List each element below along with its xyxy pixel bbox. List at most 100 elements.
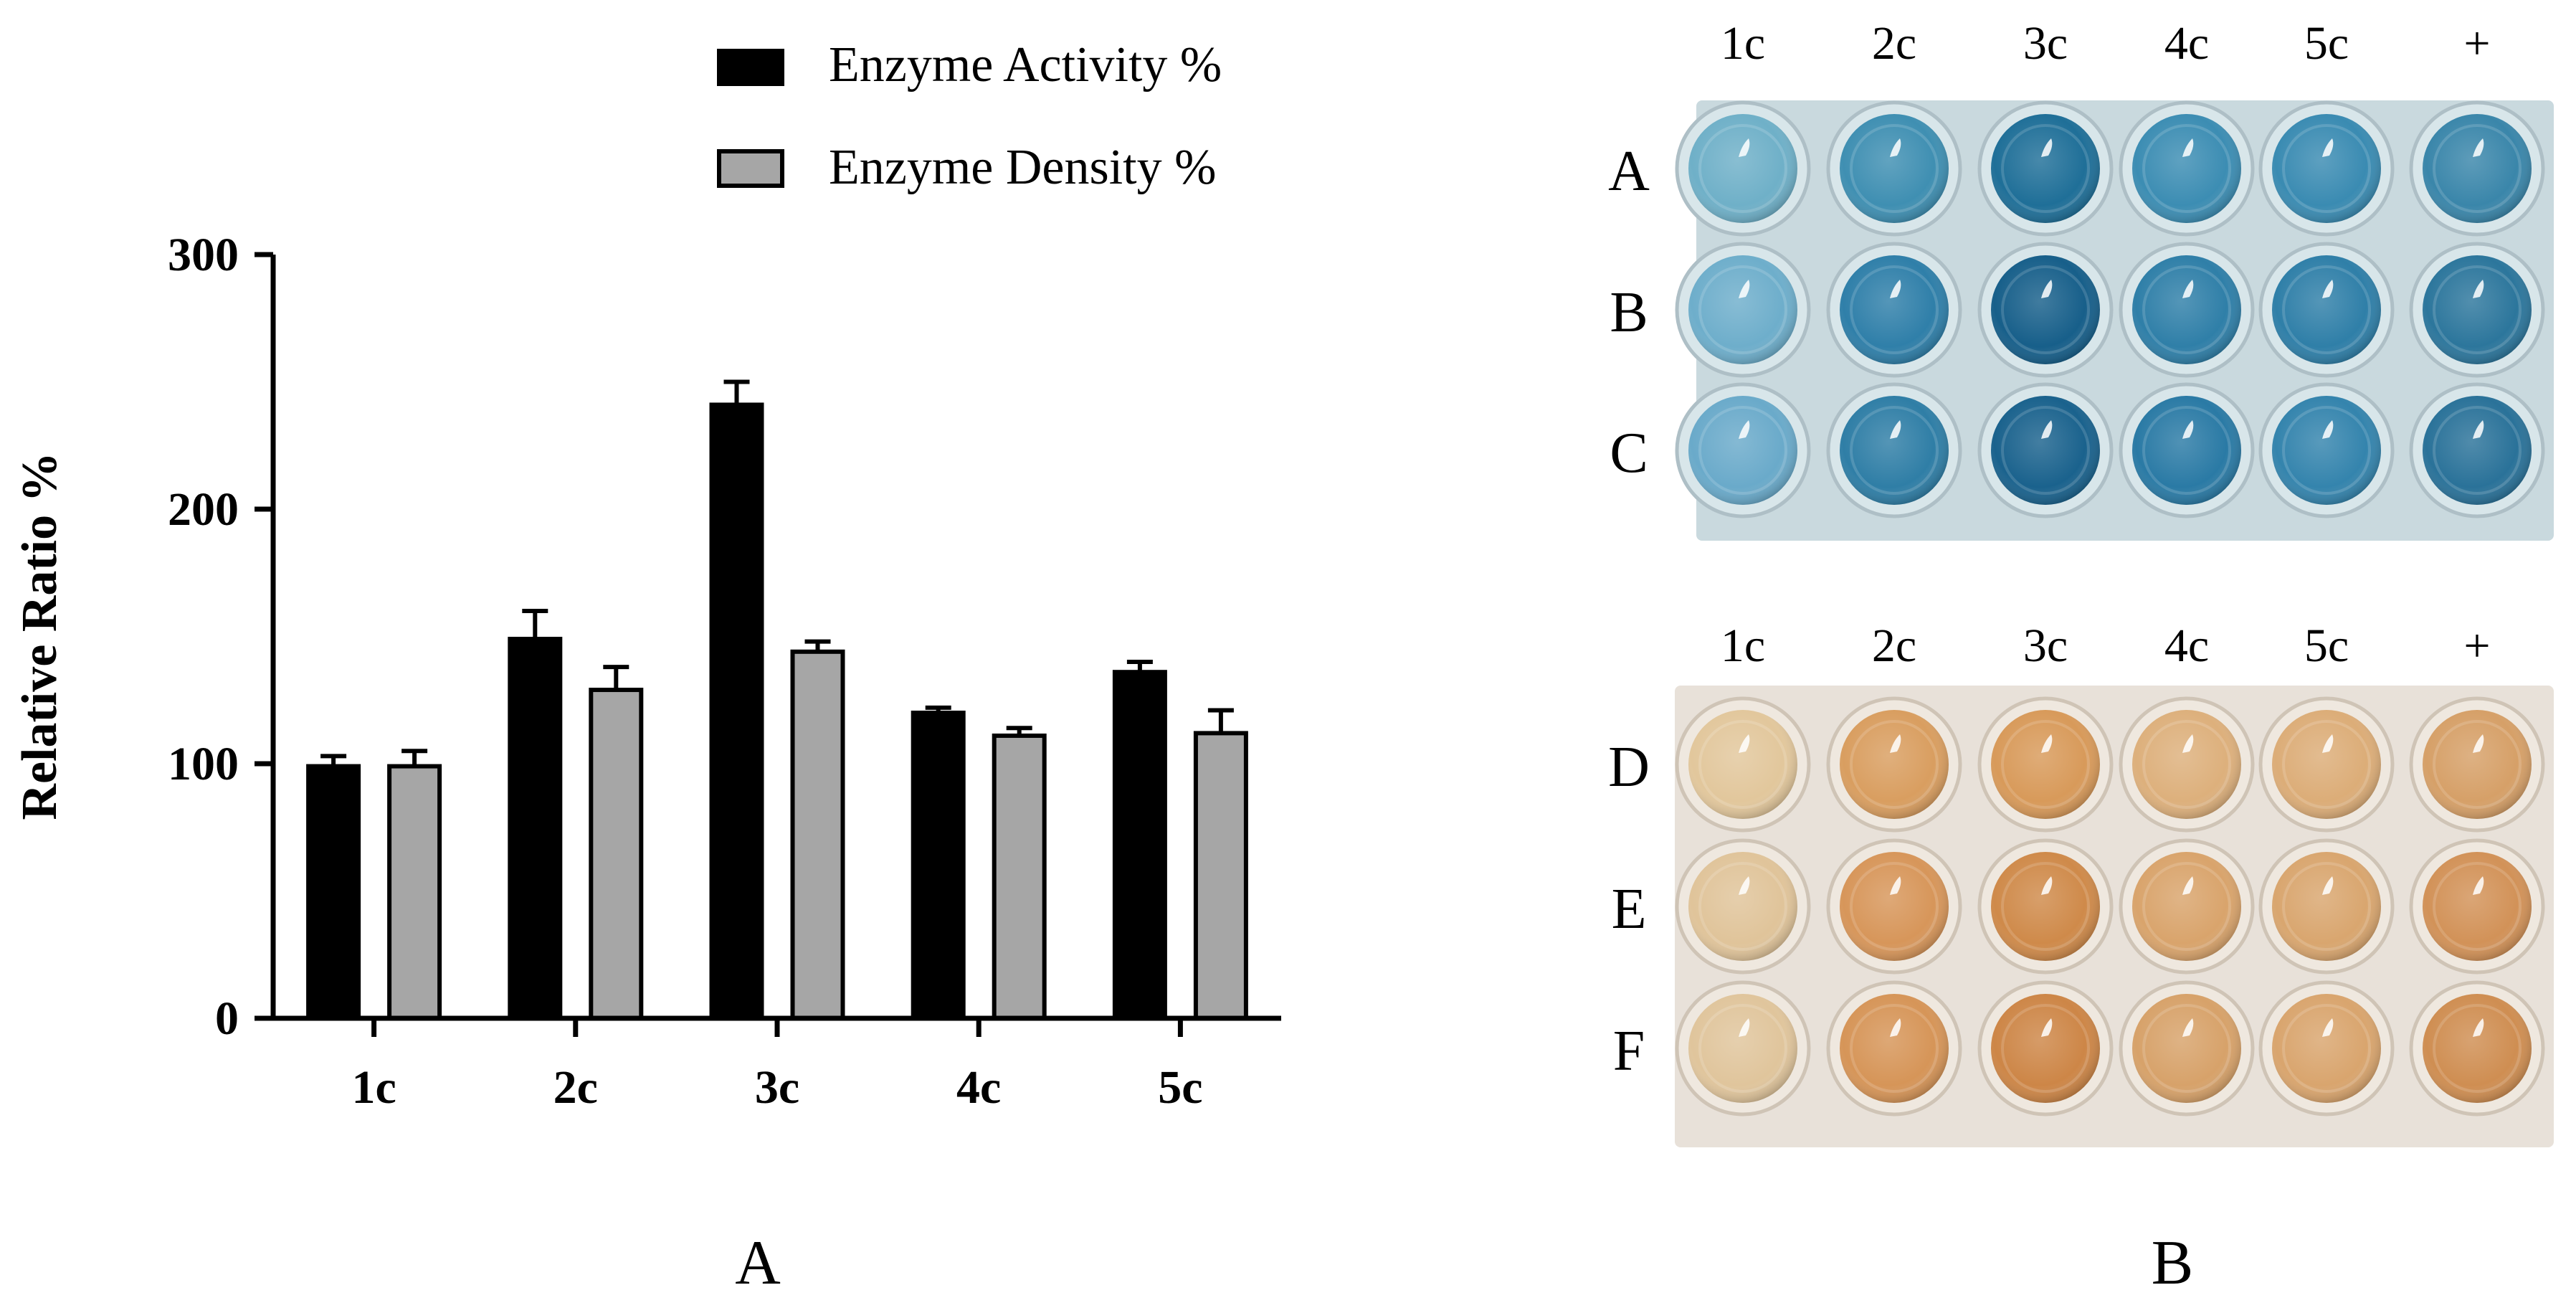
plate-row-label: F xyxy=(1613,1020,1645,1083)
well-glare xyxy=(2322,734,2334,753)
well-shading xyxy=(2132,852,2241,961)
well-glare xyxy=(2473,138,2484,157)
bar-density-3c xyxy=(790,649,845,1020)
well-inner-ring xyxy=(1850,720,1939,809)
well-glare xyxy=(2182,1018,2194,1037)
well-inner-ring xyxy=(2001,406,2090,495)
well-shading xyxy=(2132,994,2241,1103)
well-inner-ring xyxy=(2433,720,2522,809)
well-glare xyxy=(2473,1018,2484,1037)
plate-row-label: A xyxy=(1608,140,1650,203)
well-glare xyxy=(2041,280,2053,298)
well-shading xyxy=(1840,114,1949,223)
well-glare xyxy=(2322,876,2334,895)
well-glare xyxy=(2473,420,2484,439)
well-glare xyxy=(2041,138,2053,157)
bar-activity-1c xyxy=(306,764,361,1021)
well-shading xyxy=(1840,255,1949,364)
well-shading xyxy=(2423,255,2532,364)
well-inner-ring xyxy=(2001,124,2090,213)
well-inner-ring xyxy=(2433,1004,2522,1093)
well-shading xyxy=(1991,994,2100,1103)
legend-label-enzyme-activity: Enzyme Activity % xyxy=(829,37,1222,93)
well-shading xyxy=(1991,396,2100,505)
well-shading xyxy=(2423,114,2532,223)
well-glare xyxy=(1739,734,1750,753)
well-inner-ring xyxy=(2282,124,2371,213)
bar-density-5c xyxy=(1193,731,1248,1021)
well-inner-ring xyxy=(1850,862,1939,951)
well-shading xyxy=(2423,396,2532,505)
well-glare xyxy=(2322,138,2334,157)
well-inner-ring xyxy=(2433,265,2522,354)
y-tick-label: 100 xyxy=(168,738,239,790)
well-glare xyxy=(2473,876,2484,895)
plate-column-header: 3c xyxy=(2023,17,2068,70)
well-shading xyxy=(1991,255,2100,364)
well-inner-ring xyxy=(2001,720,2090,809)
well-shading xyxy=(1688,852,1797,961)
well-glare xyxy=(1890,420,1901,439)
well-inner-ring xyxy=(2282,406,2371,495)
bar-density-1c xyxy=(387,764,442,1021)
well-inner-ring xyxy=(1850,124,1939,213)
bar-activity-3c xyxy=(709,402,764,1020)
well-shading xyxy=(1688,994,1797,1103)
well-inner-ring xyxy=(1698,862,1787,951)
legend: Enzyme Activity % Enzyme Density % xyxy=(717,37,1222,195)
well-glare xyxy=(1890,734,1901,753)
plate-row-label: E xyxy=(1612,878,1647,941)
well-glare xyxy=(2322,1018,2334,1037)
well-inner-ring xyxy=(2142,124,2231,213)
y-tick-label: 300 xyxy=(168,229,239,281)
plate-column-header: 1c xyxy=(1721,17,1765,70)
well-glare xyxy=(1739,138,1750,157)
well-shading xyxy=(1688,114,1797,223)
well-shading xyxy=(2132,255,2241,364)
well-shading xyxy=(2423,852,2532,961)
well-glare xyxy=(1739,280,1750,298)
x-tick-label: 4c xyxy=(956,1061,1001,1114)
well-inner-ring xyxy=(1850,1004,1939,1093)
well-shading xyxy=(2272,255,2381,364)
well-glare xyxy=(2041,420,2053,439)
well-shading xyxy=(2272,852,2381,961)
well-glare xyxy=(1890,1018,1901,1037)
plate-column-header: 5c xyxy=(2304,620,2349,672)
well-inner-ring xyxy=(2142,265,2231,354)
well-shading xyxy=(2272,396,2381,505)
plate-column-header: + xyxy=(2463,620,2490,672)
well-glare xyxy=(2322,420,2334,439)
well-inner-ring xyxy=(2001,265,2090,354)
plate-row-label: B xyxy=(1610,281,1648,344)
well-glare xyxy=(2182,420,2194,439)
x-tick-label: 3c xyxy=(755,1061,799,1114)
well-inner-ring xyxy=(2282,720,2371,809)
x-tick-label: 2c xyxy=(553,1061,598,1114)
y-tick-label: 0 xyxy=(215,992,239,1045)
well-shading xyxy=(2272,710,2381,819)
well-shading xyxy=(2272,994,2381,1103)
well-shading xyxy=(1840,994,1949,1103)
well-inner-ring xyxy=(2142,862,2231,951)
y-tick-label: 200 xyxy=(168,483,239,536)
well-shading xyxy=(2423,994,2532,1103)
x-tick-label: 1c xyxy=(351,1061,396,1114)
plate-column-header: 2c xyxy=(1872,17,1916,70)
well-shading xyxy=(2272,114,2381,223)
well-shading xyxy=(1840,852,1949,961)
well-inner-ring xyxy=(2282,265,2371,354)
well-inner-ring xyxy=(1698,1004,1787,1093)
plate-column-header: 2c xyxy=(1872,620,1916,672)
well-shading xyxy=(1991,852,2100,961)
plate-column-header: 4c xyxy=(2164,620,2209,672)
plate-row-label: C xyxy=(1610,422,1648,485)
well-glare xyxy=(2182,876,2194,895)
well-inner-ring xyxy=(1850,265,1939,354)
bar-density-2c xyxy=(589,688,644,1020)
bar-activity-5c xyxy=(1112,670,1167,1020)
well-shading xyxy=(1688,710,1797,819)
well-shading xyxy=(2132,396,2241,505)
bar-density-4c xyxy=(992,733,1047,1020)
